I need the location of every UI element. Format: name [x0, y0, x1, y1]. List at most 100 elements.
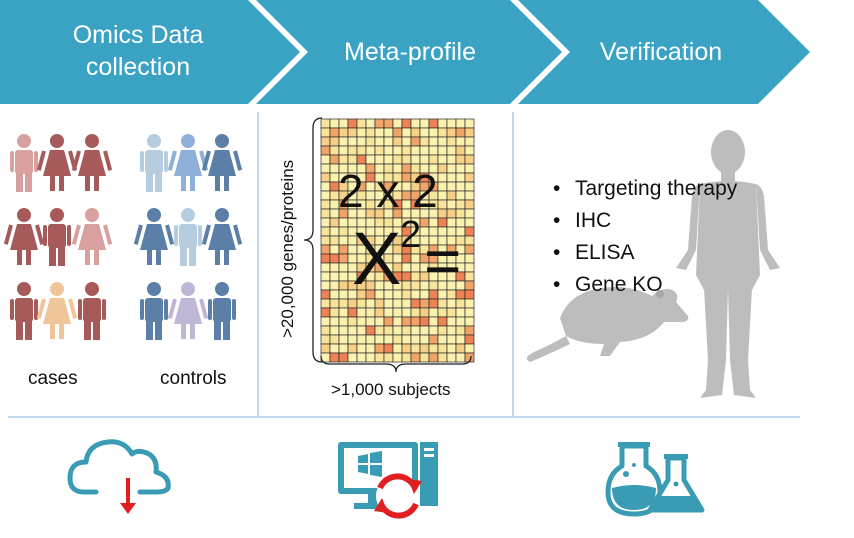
heatmap-cell [320, 172, 331, 183]
heatmap-cell [329, 325, 340, 336]
heatmap-cell [329, 253, 340, 264]
heatmap-cell [374, 325, 385, 336]
heatmap-cell [365, 334, 376, 345]
heatmap-cell [428, 307, 439, 318]
heatmap-cell [320, 262, 331, 273]
heatmap-grid [320, 118, 475, 363]
heatmap-cell [383, 118, 394, 129]
panel-dividers [8, 112, 800, 418]
heatmap-cell [320, 145, 331, 156]
method-item: • IHC [553, 209, 612, 232]
heatmap-cell [419, 127, 430, 138]
heatmap-cell [320, 253, 331, 264]
chi-superscript: 2 [400, 214, 422, 256]
heatmap-cell [338, 271, 349, 282]
heatmap-cell [338, 127, 349, 138]
heatmap-cell [347, 325, 358, 336]
heatmap-cell [338, 307, 349, 318]
heatmap-cell [347, 127, 358, 138]
heatmap-cell [320, 298, 331, 309]
heatmap-cell [338, 226, 349, 237]
heatmap-cell [320, 118, 331, 129]
heatmap-cell [437, 127, 448, 138]
heatmap-cell [356, 343, 367, 354]
heatmap-cell [401, 325, 412, 336]
heatmap-cell [329, 334, 340, 345]
cloud-download-icon [67, 439, 171, 514]
heatmap-cell [419, 154, 430, 165]
heatmap-cell [464, 127, 475, 138]
heatmap-cell [401, 343, 412, 354]
heatmap-cell [446, 181, 457, 192]
heatmap-cell [338, 145, 349, 156]
heatmap-cell [437, 163, 448, 174]
step1-title-line2: collection [85, 53, 191, 81]
heatmap-cell [401, 280, 412, 291]
heatmap-cell [347, 352, 358, 363]
heatmap-cell [446, 145, 457, 156]
method-elisa: ELISA [575, 241, 635, 264]
heatmap-cell [446, 118, 457, 129]
case-person-icon [78, 282, 106, 340]
heatmap-cell [419, 334, 430, 345]
heatmap-cell [428, 145, 439, 156]
heatmap-cell [410, 307, 421, 318]
heatmap-cell [401, 127, 412, 138]
heatmap-cell [338, 136, 349, 147]
heatmap-cell [401, 136, 412, 147]
heatmap-cell [455, 127, 466, 138]
heatmap-cell [419, 298, 430, 309]
heatmap-cell [356, 352, 367, 363]
heatmap-cell [383, 316, 394, 327]
heatmap-cell [320, 217, 331, 228]
heatmap-cell [374, 136, 385, 147]
heatmap-cell [401, 262, 412, 273]
heatmap-cell [464, 334, 475, 345]
heatmap-cell [464, 298, 475, 309]
heatmap-cell [374, 316, 385, 327]
chi-symbol: X [352, 217, 402, 300]
heatmap-cell [329, 262, 340, 273]
heatmap-cell [410, 280, 421, 291]
heatmap-cell [320, 307, 331, 318]
heatmap-cell [428, 325, 439, 336]
heatmap-cell [428, 334, 439, 345]
heatmap-cell [338, 244, 349, 255]
heatmap-cell [410, 271, 421, 282]
heatmap-cell [455, 190, 466, 201]
heatmap-cell [338, 235, 349, 246]
heatmap-cell [437, 154, 448, 165]
heatmap-cell [464, 190, 475, 201]
method-targeting-therapy: Targeting therapy [575, 177, 738, 200]
heatmap-cell [464, 172, 475, 183]
control-person-icon [174, 208, 202, 266]
heatmap-cell [446, 298, 457, 309]
heatmap-cell [437, 334, 448, 345]
brace-group [303, 117, 472, 373]
heatmap-cell [437, 172, 448, 183]
heatmap-cell [383, 154, 394, 165]
heatmap-cell [374, 127, 385, 138]
heatmap-cell [455, 199, 466, 210]
heatmap-cell [338, 118, 349, 129]
heatmap-cell [329, 226, 340, 237]
heatmap-cell [410, 343, 421, 354]
heatmap-cell [437, 208, 448, 219]
heatmap-cell [464, 316, 475, 327]
heatmap-cell [464, 244, 475, 255]
heatmap-cell [365, 325, 376, 336]
heatmap-cell [365, 307, 376, 318]
heatmap-cell [446, 334, 457, 345]
heatmap-cell [401, 271, 412, 282]
heatmap-cell [410, 289, 421, 300]
heatmap-cell [392, 118, 403, 129]
control-person-icon [208, 282, 236, 340]
heatmap-cell [410, 334, 421, 345]
heatmap-cell [410, 316, 421, 327]
heatmap-cell [455, 307, 466, 318]
case-person-icon [10, 134, 38, 192]
method-item: • Targeting therapy [553, 177, 738, 200]
heatmap-cell [464, 208, 475, 219]
